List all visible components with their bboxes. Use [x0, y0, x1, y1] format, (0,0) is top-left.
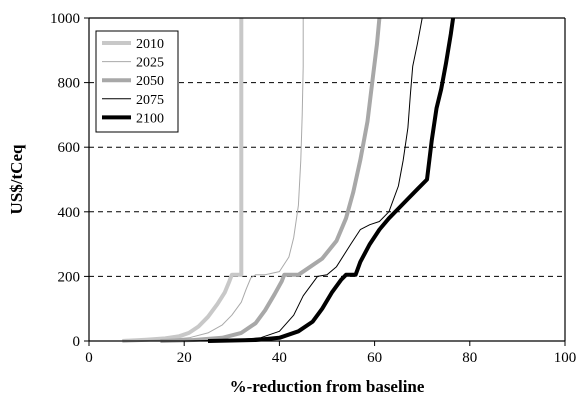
series-line-2025: [136, 18, 304, 342]
y-axis-label: US$/tCeq: [7, 144, 26, 214]
y-tick-label: 0: [73, 334, 81, 350]
legend-label: 2010: [136, 37, 164, 52]
y-tick-label: 800: [58, 76, 81, 92]
y-tick-label: 600: [58, 140, 81, 156]
x-tick-label: 20: [177, 350, 192, 366]
axes: [88, 17, 566, 342]
x-tick-label: 100: [554, 350, 577, 366]
x-tick-label: 60: [367, 350, 382, 366]
legend-box: [95, 30, 179, 133]
series-line-2050: [160, 17, 382, 343]
y-tick-label: 1000: [50, 11, 80, 27]
y-ticks: 0 200 400 600 800 1000: [50, 11, 89, 350]
legend-label: 2100: [136, 111, 164, 126]
x-ticks: 0 20 40 60 80 100: [85, 341, 576, 366]
legend-label: 2075: [136, 93, 164, 108]
series-line-2075: [184, 17, 423, 342]
x-tick-label: 80: [462, 350, 477, 366]
y-tick-label: 200: [58, 269, 81, 285]
x-tick-label: 40: [272, 350, 287, 366]
series-lines: [122, 17, 456, 343]
grid-lines: [89, 82, 565, 277]
series-line-2100: [207, 17, 456, 343]
x-tick-label: 0: [85, 350, 93, 366]
y-tick-label: 400: [58, 205, 81, 221]
legend-label: 2050: [136, 74, 164, 89]
legend: 2010 2025 2050 2075 2100: [95, 30, 179, 133]
x-axis-label: %-reduction from baseline: [230, 377, 425, 396]
legend-label: 2025: [136, 56, 164, 71]
series-line-2010: [122, 18, 244, 343]
